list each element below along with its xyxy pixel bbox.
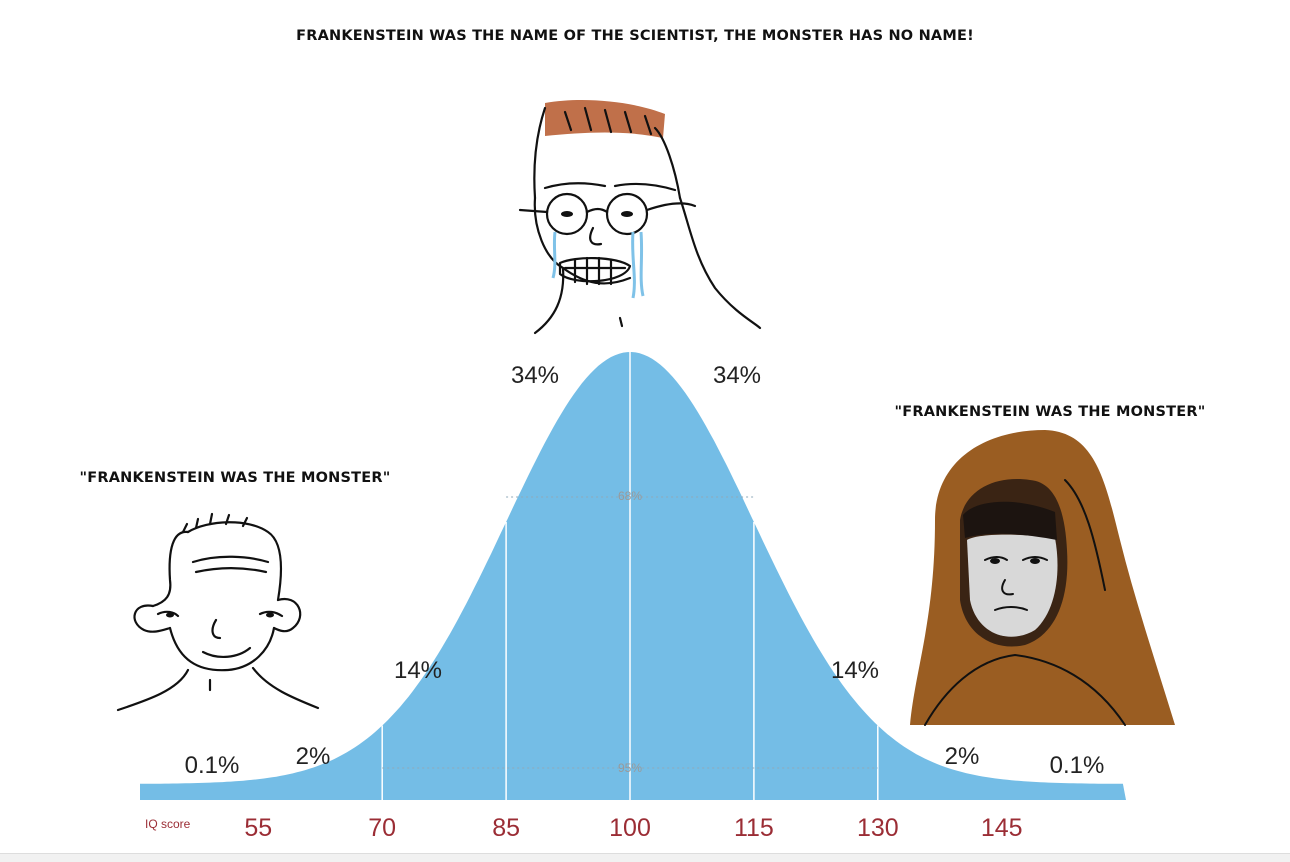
segment-percentage-label: 0.1% (1050, 752, 1105, 779)
x-tick-label: 145 (981, 814, 1023, 842)
x-tick-label: 70 (368, 814, 396, 842)
right-caption: "FRANKENSTEIN WAS THE MONSTER" (894, 404, 1206, 420)
x-tick-label: 55 (244, 814, 272, 842)
segment-percentage-label: 34% (713, 362, 761, 389)
wojak-smiling-icon (116, 512, 320, 712)
segment-percentage-label: 14% (831, 657, 879, 684)
left-caption: "FRANKENSTEIN WAS THE MONSTER" (79, 470, 391, 486)
normal-curve-area (140, 352, 1126, 800)
segment-percentage-label: 0.1% (185, 752, 240, 779)
inner-label-95: 95% (618, 761, 642, 775)
x-tick-label: 100 (609, 814, 651, 842)
segment-percentage-label: 34% (511, 362, 559, 389)
top-caption: FRANKENSTEIN WAS THE NAME OF THE SCIENTI… (296, 28, 974, 44)
x-axis-label: IQ score (145, 817, 191, 831)
x-tick-label: 130 (857, 814, 899, 842)
x-tick-label: 115 (734, 814, 774, 842)
crying-glasses-wojak-icon (518, 100, 762, 335)
x-tick-label: 85 (492, 814, 520, 842)
bottom-border (0, 853, 1290, 862)
hooded-wojak-icon (910, 430, 1175, 726)
inner-label-68: 68% (618, 489, 642, 503)
segment-percentage-label: 2% (296, 743, 331, 770)
segment-percentage-label: 2% (945, 743, 980, 770)
segment-percentage-label: 14% (394, 657, 442, 684)
